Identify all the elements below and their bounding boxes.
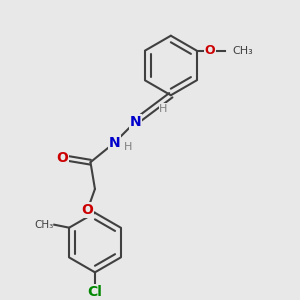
Text: H: H [124,142,132,152]
Text: H: H [159,103,168,114]
Text: O: O [82,203,93,217]
Text: CH₃: CH₃ [34,220,53,230]
Text: O: O [205,44,215,57]
Text: N: N [129,115,141,129]
Text: Cl: Cl [88,285,102,299]
Text: O: O [56,151,68,165]
Text: N: N [109,136,120,150]
Text: CH₃: CH₃ [232,46,253,56]
